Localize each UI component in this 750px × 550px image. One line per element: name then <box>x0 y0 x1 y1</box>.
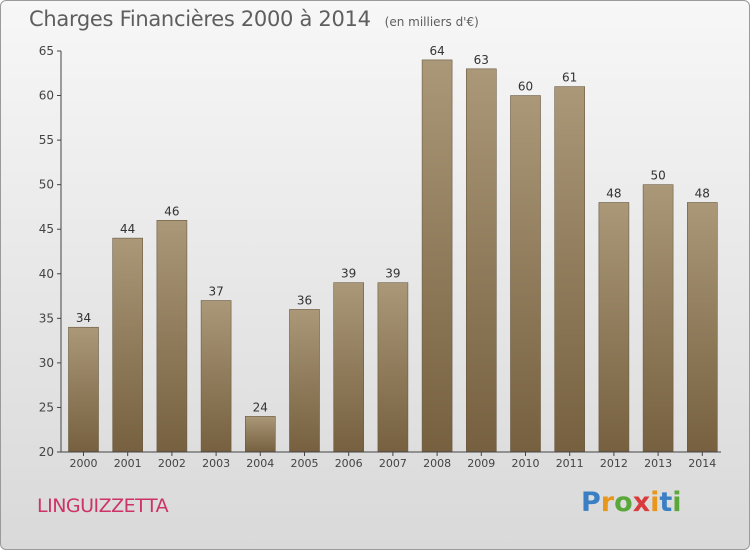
bar-value-label: 63 <box>474 53 489 67</box>
logo-letter: t <box>659 487 673 518</box>
bar-2001 <box>112 237 143 453</box>
x-tick-label: 2011 <box>556 457 584 470</box>
bar-2012 <box>598 202 630 453</box>
x-tick-label: 2010 <box>512 457 540 470</box>
logo-letter: i <box>672 487 682 518</box>
bar-value-label: 50 <box>650 169 665 183</box>
axes-layer: 2000 2001 2002 2003 2004 2005 2006 2007 2008 2009… <box>39 44 721 470</box>
bar-2007 <box>377 282 409 453</box>
x-tick-label: 2009 <box>467 457 495 470</box>
x-tick-label: 2000 <box>70 457 98 470</box>
bar-2011 <box>554 86 586 453</box>
y-tick-label: 55 <box>39 133 54 147</box>
y-tick-label: 30 <box>39 356 54 370</box>
chart-title-text: Charges Financières 2000 à 2014 <box>29 7 371 31</box>
y-tick-label: 35 <box>39 311 54 325</box>
x-tick-label: 2014 <box>688 457 716 470</box>
x-tick-label: 2008 <box>423 457 451 470</box>
x-tick-label: 2013 <box>644 457 672 470</box>
bar-2008 <box>421 59 453 453</box>
chart-title: Charges Financières 2000 à 2014 (en milli… <box>29 7 479 31</box>
y-tick-label: 25 <box>39 400 54 414</box>
bar-value-label: 37 <box>208 285 223 299</box>
bar-2009 <box>465 68 497 453</box>
y-tick-label: 60 <box>39 89 54 103</box>
logo-letter: o <box>614 487 633 518</box>
x-tick-label: 2007 <box>379 457 407 470</box>
y-tick-label: 65 <box>39 44 54 58</box>
y-tick-label: 40 <box>39 267 54 281</box>
x-tick-label: 2005 <box>291 457 319 470</box>
bar-2004 <box>245 416 276 453</box>
bar-value-label: 34 <box>76 311 91 325</box>
logo-letter: P <box>581 487 601 518</box>
proxiti-logo: Proxiti <box>581 487 682 518</box>
bar-2000 <box>68 326 99 453</box>
bar-2005 <box>289 309 320 453</box>
y-tick-label: 50 <box>39 178 54 192</box>
commune-name: LINGUIZZETTA <box>37 495 169 517</box>
bar-2002 <box>156 220 188 453</box>
bar-2013 <box>642 184 674 453</box>
logo-letter: x <box>632 487 651 518</box>
bar-2003 <box>200 300 232 453</box>
y-tick-label: 20 <box>39 445 54 459</box>
bar-2014 <box>686 202 718 453</box>
x-tick-label: 2002 <box>158 457 186 470</box>
bar-value-label: 48 <box>606 186 621 200</box>
chart-subtitle: (en milliers d'€) <box>384 15 479 29</box>
bar-2006 <box>333 282 365 453</box>
x-tick-label: 2001 <box>114 457 142 470</box>
bar-value-label: 36 <box>297 293 312 307</box>
logo-letter: r <box>600 487 615 518</box>
bar-value-label: 48 <box>695 186 710 200</box>
x-tick-label: 2006 <box>335 457 363 470</box>
bar-2010 <box>510 95 541 453</box>
bar-value-label: 60 <box>518 80 533 94</box>
logo-letter: i <box>650 487 660 518</box>
bar-value-label: 64 <box>429 44 444 58</box>
y-tick-label: 45 <box>39 222 54 236</box>
x-tick-label: 2003 <box>202 457 230 470</box>
bar-value-label: 24 <box>253 400 268 414</box>
bar-value-label: 46 <box>164 204 179 218</box>
bar-value-label: 39 <box>385 267 400 281</box>
bars-layer: 34 44 46 37 24 36 39 39 64 63 60 61 48 50 48 <box>68 44 718 453</box>
bar-value-label: 44 <box>120 222 135 236</box>
x-tick-label: 2004 <box>246 457 274 470</box>
bar-value-label: 61 <box>562 71 577 85</box>
bar-value-label: 39 <box>341 267 356 281</box>
x-tick-label: 2012 <box>600 457 628 470</box>
